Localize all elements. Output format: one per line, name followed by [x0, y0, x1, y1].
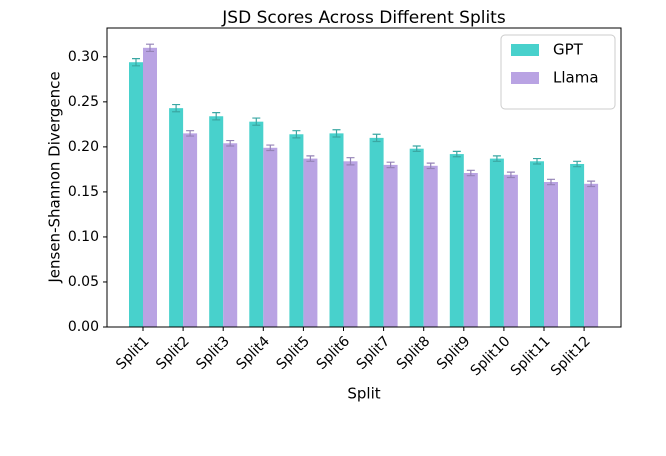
- y-tick-label: 0.25: [68, 94, 99, 110]
- x-tick-label: Split7: [354, 333, 394, 373]
- x-tick-label: Split12: [548, 333, 594, 379]
- error-bar: [466, 169, 475, 177]
- error-bar: [452, 150, 461, 158]
- bar: [449, 154, 464, 327]
- error-bar: [132, 58, 140, 67]
- y-tick-label: 0.20: [68, 139, 99, 155]
- y-tick-label: 0.00: [68, 319, 99, 335]
- bar: [409, 148, 424, 327]
- error-bar: [506, 171, 515, 179]
- error-bar: [492, 155, 501, 162]
- error-bar: [573, 160, 582, 168]
- error-bar: [146, 43, 154, 53]
- bar: [584, 183, 599, 327]
- error-bar: [306, 155, 315, 162]
- error-bar: [346, 157, 355, 166]
- bar: [369, 137, 384, 327]
- y-tick-label: 0.05: [68, 274, 99, 290]
- error-bar: [412, 145, 421, 152]
- bar: [423, 165, 438, 327]
- chart-title: JSD Scores Across Different Splits: [221, 8, 506, 28]
- bar: [383, 164, 398, 327]
- error-bar: [252, 117, 261, 126]
- bar: [303, 158, 318, 327]
- x-tick-label: Split2: [153, 333, 193, 373]
- legend-label: Llama: [553, 69, 599, 87]
- x-tick-label: Split8: [394, 333, 434, 373]
- x-tick-label: Split1: [113, 333, 153, 373]
- bar: [143, 47, 157, 327]
- x-tick-label: Split3: [193, 333, 233, 373]
- bar: [570, 163, 585, 327]
- error-bar: [212, 112, 221, 121]
- error-bar: [386, 161, 395, 169]
- bar: [530, 161, 544, 327]
- bar: [183, 133, 198, 327]
- bar: [249, 121, 264, 327]
- bar: [544, 182, 558, 327]
- error-bar: [226, 139, 235, 147]
- x-axis-label: Split: [347, 385, 380, 403]
- bar: [289, 134, 304, 327]
- x-tick-label: Split5: [273, 333, 313, 373]
- error-bar: [533, 157, 541, 165]
- bar: [209, 116, 224, 327]
- y-axis-label: Jensen-Shannon Divergence: [46, 71, 64, 283]
- bar: [489, 158, 504, 327]
- error-bar: [426, 162, 435, 170]
- legend-swatch: [511, 72, 539, 84]
- x-tick-label: Split10: [468, 333, 514, 379]
- error-bar: [332, 129, 341, 138]
- y-tick-label: 0.10: [68, 229, 99, 245]
- plot-frame: [106, 27, 622, 328]
- error-bar: [186, 130, 195, 137]
- x-tick-label: Split6: [314, 333, 354, 373]
- error-bar: [372, 133, 381, 143]
- x-tick-label: Split11: [508, 333, 554, 379]
- error-bar: [587, 180, 596, 188]
- error-bar: [172, 103, 181, 113]
- legend-label: GPT: [553, 41, 584, 59]
- bar: [223, 143, 238, 327]
- error-bar: [547, 178, 555, 186]
- bar: [263, 147, 278, 327]
- y-tick-label: 0.30: [68, 49, 99, 65]
- bar: [343, 161, 358, 327]
- bar: [129, 62, 143, 327]
- bar: [463, 172, 478, 327]
- bar: [329, 133, 344, 327]
- x-tick-label: Split4: [233, 333, 273, 373]
- bar: [503, 174, 518, 327]
- bar: [169, 108, 184, 327]
- error-bar: [292, 130, 301, 139]
- legend-swatch: [511, 44, 539, 56]
- error-bar: [266, 144, 275, 152]
- y-tick-label: 0.15: [68, 184, 99, 200]
